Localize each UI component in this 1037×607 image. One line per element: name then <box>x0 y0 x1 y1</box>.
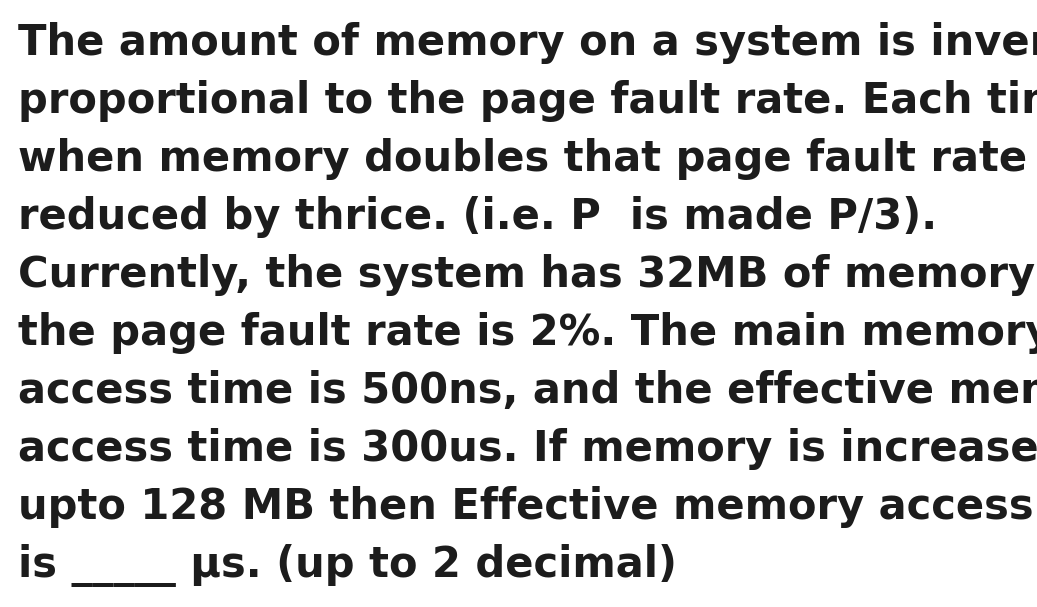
Text: access time is 500ns, and the effective memory: access time is 500ns, and the effective … <box>18 370 1037 412</box>
Text: The amount of memory on a system is inversely: The amount of memory on a system is inve… <box>18 22 1037 64</box>
Text: reduced by thrice. (i.e. P  is made P/3).: reduced by thrice. (i.e. P is made P/3). <box>18 196 937 238</box>
Text: access time is 300us. If memory is increased: access time is 300us. If memory is incre… <box>18 428 1037 470</box>
Text: when memory doubles that page fault rate is: when memory doubles that page fault rate… <box>18 138 1037 180</box>
Text: upto 128 MB then Effective memory access time: upto 128 MB then Effective memory access… <box>18 486 1037 528</box>
Text: proportional to the page fault rate. Each time: proportional to the page fault rate. Eac… <box>18 80 1037 122</box>
Text: Currently, the system has 32MB of memory and: Currently, the system has 32MB of memory… <box>18 254 1037 296</box>
Text: is _____ μs. (up to 2 decimal): is _____ μs. (up to 2 decimal) <box>18 544 677 587</box>
Text: the page fault rate is 2%. The main memory: the page fault rate is 2%. The main memo… <box>18 312 1037 354</box>
